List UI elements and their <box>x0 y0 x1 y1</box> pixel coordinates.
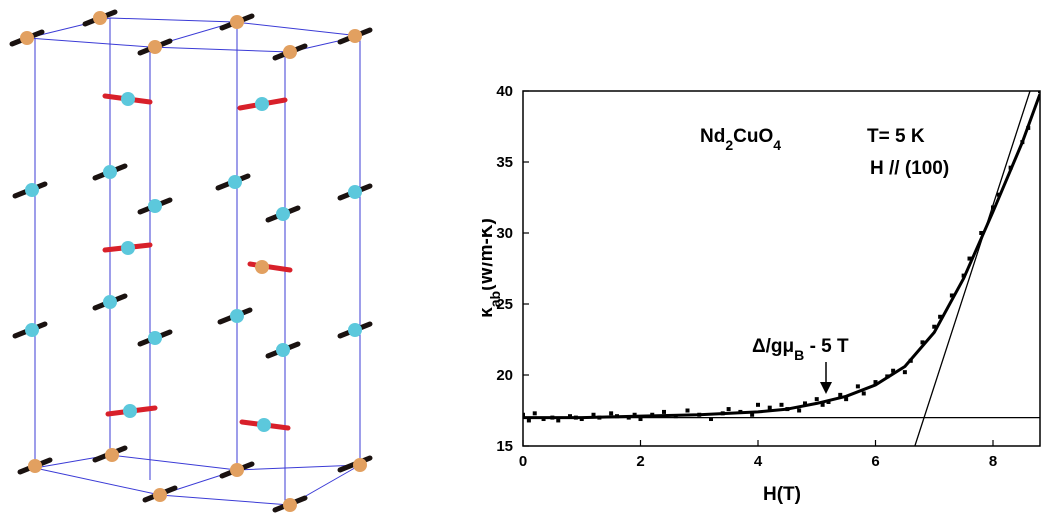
text-part: 4 <box>773 137 781 153</box>
data-point <box>844 397 849 402</box>
data-line <box>914 91 1031 446</box>
x-tick-label: 8 <box>989 453 997 470</box>
data-point <box>797 408 802 413</box>
text-part: (W/m-K) <box>482 218 497 291</box>
x-axis-label: H(T) <box>763 484 801 505</box>
chart: Nd2CuO4 T= 5 K H // (100) Δ/gμB - 5 T H(… <box>482 83 1041 505</box>
annotation: H // (100) <box>870 158 949 179</box>
data-point <box>709 417 713 422</box>
arrow-head <box>820 382 832 394</box>
data-point <box>523 412 525 417</box>
data-point <box>838 392 843 397</box>
y-tick-label: 35 <box>496 154 513 171</box>
data-point <box>609 411 614 416</box>
data-point <box>949 293 954 298</box>
data-point <box>638 417 643 422</box>
text-part: 2 <box>725 137 733 153</box>
data-point <box>526 418 531 423</box>
text-part: T= 5 K <box>867 126 925 147</box>
plot-area <box>523 91 1040 446</box>
data-point <box>632 412 637 417</box>
text-part: - 5 T <box>804 336 849 357</box>
plot-frame <box>522 90 1041 447</box>
text-part: Δ/gμ <box>752 336 794 357</box>
x-tick-label: 6 <box>871 453 879 470</box>
data-point <box>932 324 937 329</box>
data-point <box>532 411 537 416</box>
crystal-structure <box>9 9 373 513</box>
x-tick-label: 0 <box>519 453 527 470</box>
x-tick-label: 4 <box>754 453 763 470</box>
y-tick-label: 40 <box>496 83 513 100</box>
annotation: Nd2CuO4 <box>700 126 781 153</box>
text-part: CuO <box>733 126 773 147</box>
data-point <box>726 407 731 412</box>
data-point <box>991 205 995 210</box>
data-point <box>756 402 760 407</box>
atoms <box>9 9 373 513</box>
data-point <box>779 402 784 407</box>
y-tick-label: 25 <box>496 296 513 313</box>
annotation: Δ/gμB - 5 T <box>752 336 849 363</box>
data-point <box>902 370 907 375</box>
unit-cell <box>27 17 361 506</box>
text-part: B <box>794 347 804 363</box>
text-part: ab <box>487 291 503 307</box>
data-point <box>938 314 943 319</box>
data-point <box>750 412 755 417</box>
annotation: T= 5 K <box>867 126 925 147</box>
data-point <box>979 231 984 235</box>
data-point <box>803 401 807 406</box>
y-axis-label: κab(W/m-K) <box>482 218 503 318</box>
y-tick-label: 30 <box>496 225 513 242</box>
x-tick-label: 2 <box>636 453 644 470</box>
data-point <box>591 412 596 417</box>
data-point <box>891 368 896 373</box>
data-point <box>662 409 666 414</box>
data-point <box>820 402 825 407</box>
data-point <box>873 380 878 385</box>
y-tick-label: 20 <box>496 367 513 384</box>
data-point <box>855 384 860 389</box>
data-point <box>1038 91 1040 93</box>
data-point <box>814 397 819 402</box>
data-point <box>861 391 866 396</box>
data-line <box>523 93 1040 420</box>
text-part: Nd <box>700 126 725 147</box>
data-point <box>920 340 925 345</box>
text-part: κ <box>482 307 497 318</box>
data-point <box>967 256 972 261</box>
y-tick-label: 15 <box>496 438 513 455</box>
text-part: H // (100) <box>870 158 949 179</box>
data-point <box>685 408 690 413</box>
data-point <box>556 418 561 423</box>
data-point <box>767 405 772 410</box>
